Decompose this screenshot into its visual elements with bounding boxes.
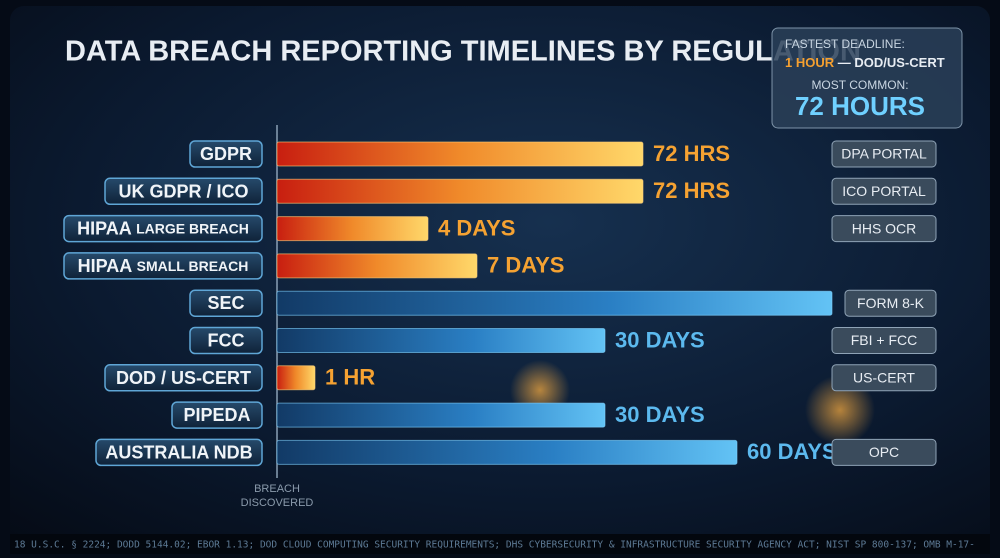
bar — [276, 290, 833, 316]
footer-bar — [10, 534, 990, 554]
bar — [276, 216, 429, 242]
label-main: AUSTRALIA NDB — [105, 442, 252, 462]
label-pill — [171, 401, 263, 429]
label-pill — [104, 364, 263, 392]
value-label: 1 HR — [325, 365, 375, 390]
value-label: 7 DAYS — [487, 253, 564, 278]
destination-pill — [831, 327, 937, 354]
row-label: DOD / US-CERT — [116, 368, 251, 388]
destination: OPC — [869, 444, 899, 460]
value-label: 30 DAYS — [615, 327, 705, 352]
value-label: 72 HRS — [653, 178, 730, 203]
row-label: HIPAA SMALL BREACH — [78, 256, 249, 276]
callout-common: 72 HOURS — [795, 91, 925, 121]
bar — [276, 328, 606, 353]
destination: ICO PORTAL — [842, 183, 926, 199]
callout-label: MOST COMMON: — [811, 78, 908, 92]
destination-pill — [831, 140, 937, 168]
fastest-sep: — — [838, 55, 851, 70]
destination: FORM 8-K — [857, 295, 925, 311]
label-pill — [63, 252, 263, 280]
destination-pill — [844, 289, 937, 317]
label-pill — [189, 289, 263, 317]
label-qualifier: SMALL BREACH — [137, 258, 249, 274]
fastest-value: 1 HOUR — [785, 55, 835, 70]
label-main: SEC — [207, 293, 244, 313]
row-label: GDPR — [200, 144, 252, 164]
row-label: AUSTRALIA NDB — [105, 442, 252, 462]
destination: DPA PORTAL — [841, 146, 927, 162]
label-main: HIPAA — [77, 218, 132, 238]
label-main: HIPAA — [78, 256, 133, 276]
axis-note: BREACH — [254, 483, 300, 495]
label-main: UK GDPR / ICO — [118, 181, 248, 201]
label-pill — [189, 140, 263, 168]
value-label: 4 DAYS — [438, 215, 515, 240]
label-qualifier: LARGE BREACH — [136, 220, 249, 236]
label-pill — [189, 326, 263, 355]
label-pill — [104, 177, 263, 206]
row-label: FCC — [208, 330, 245, 350]
row-label: SEC — [207, 293, 244, 313]
destination-pill — [831, 177, 937, 205]
bar — [276, 141, 644, 167]
rows: GDPR 72 HRS DPA PORTAL UK GDPR / ICO 72 HRS I… — [63, 140, 937, 467]
value-label: 60 DAYS — [747, 439, 837, 464]
bar — [276, 439, 738, 465]
value-label: 30 DAYS — [615, 402, 705, 427]
row-label: HIPAA LARGE BREACH — [77, 218, 249, 238]
bar — [276, 365, 316, 391]
label-main: FCC — [208, 330, 245, 350]
callout-fastest: 1 HOUR — DOD/US-CERT — [785, 55, 945, 70]
row-label: PIPEDA — [183, 405, 250, 425]
label-main: GDPR — [200, 144, 252, 164]
callout-box — [771, 27, 963, 129]
destination: FBI + FCC — [851, 332, 918, 348]
destination: HHS OCR — [852, 220, 917, 236]
label-pill — [63, 214, 263, 243]
bar — [276, 178, 644, 204]
destination-pill — [831, 438, 937, 466]
destination-pill — [831, 364, 937, 392]
destination: US-CERT — [853, 370, 915, 386]
label-pill — [95, 438, 263, 467]
glow — [805, 375, 875, 445]
title: DATA BREACH REPORTING TIMELINES BY REGUL… — [65, 36, 861, 68]
bar — [276, 402, 606, 428]
bar — [276, 253, 478, 279]
callout-label: FASTEST DEADLINE: — [785, 37, 905, 51]
value-label: 72 HRS — [653, 141, 730, 166]
axis-note: DISCOVERED — [241, 497, 314, 509]
row-label: UK GDPR / ICO — [118, 181, 248, 201]
label-main: DOD / US-CERT — [116, 368, 251, 388]
label-main: PIPEDA — [183, 405, 250, 425]
fastest-source: DOD/US-CERT — [854, 55, 944, 70]
footer: 18 U.S.C. § 2224; DODD 5144.02; EBOR 1.1… — [14, 540, 975, 551]
destination-pill — [831, 215, 937, 243]
